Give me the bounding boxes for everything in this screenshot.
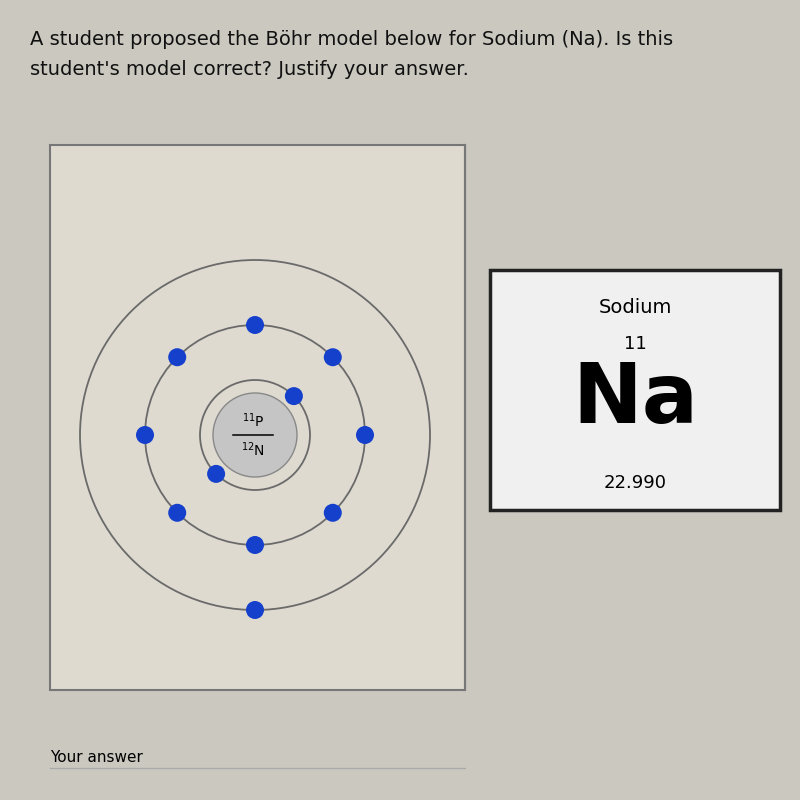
Bar — [50, 145, 465, 690]
Text: Na: Na — [572, 359, 698, 441]
Circle shape — [356, 426, 374, 444]
Text: $^{11}$P: $^{11}$P — [242, 411, 264, 430]
Circle shape — [136, 426, 154, 444]
Circle shape — [213, 393, 297, 477]
Text: student's model correct? Justify your answer.: student's model correct? Justify your an… — [30, 60, 469, 79]
Circle shape — [246, 536, 264, 554]
Circle shape — [168, 504, 186, 522]
Bar — [490, 270, 780, 510]
Text: 22.990: 22.990 — [603, 474, 666, 492]
Circle shape — [324, 504, 342, 522]
Text: Sodium: Sodium — [598, 298, 672, 317]
Circle shape — [324, 348, 342, 366]
Text: 11: 11 — [624, 335, 646, 353]
Circle shape — [168, 348, 186, 366]
Circle shape — [246, 316, 264, 334]
Text: A student proposed the Böhr model below for Sodium (Na). Is this: A student proposed the Böhr model below … — [30, 30, 673, 49]
Circle shape — [285, 387, 303, 405]
Text: Your answer: Your answer — [50, 750, 143, 765]
Circle shape — [207, 465, 225, 483]
Circle shape — [246, 601, 264, 619]
Text: $^{12}$N: $^{12}$N — [241, 440, 265, 458]
